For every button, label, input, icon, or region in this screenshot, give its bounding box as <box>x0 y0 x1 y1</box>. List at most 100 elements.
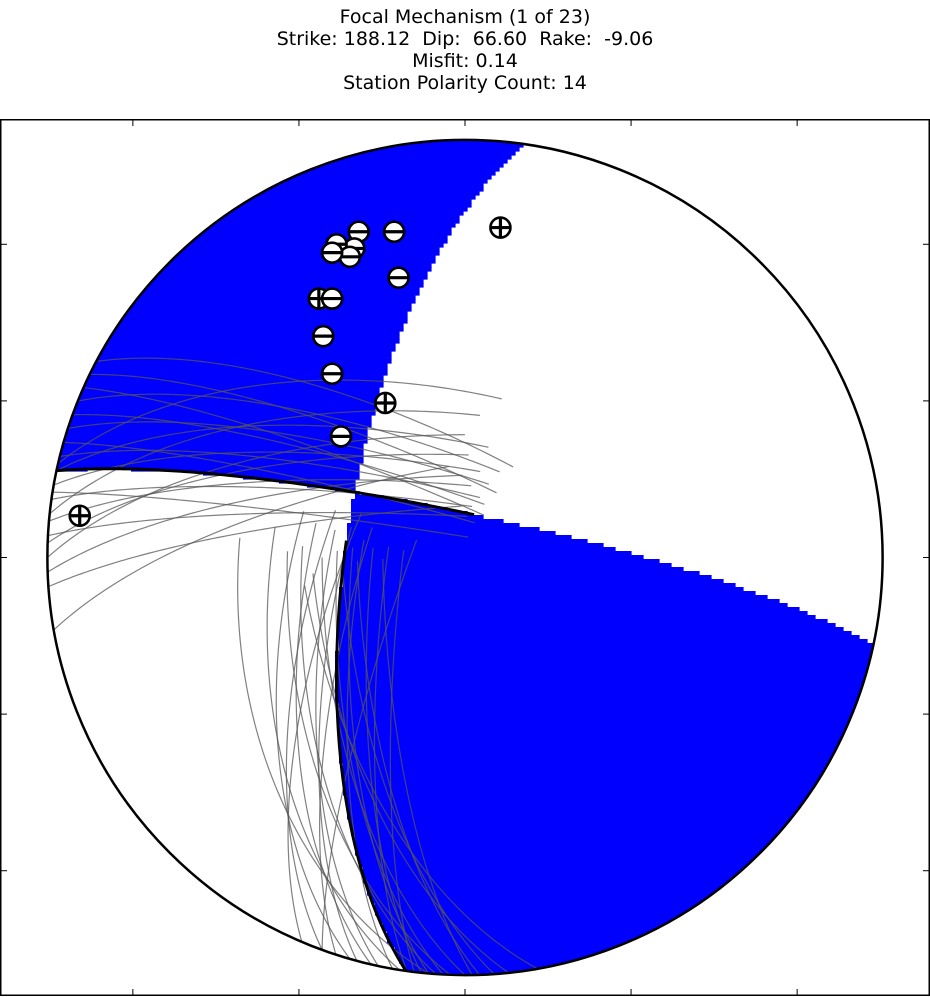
compressional-quadrant-fill <box>343 559 660 564</box>
compressional-quadrant-fill <box>59 435 368 440</box>
compressional-quadrant-fill <box>339 631 852 636</box>
compressional-quadrant-fill <box>399 139 528 144</box>
compressional-quadrant-fill <box>67 419 372 424</box>
compressional-quadrant-fill <box>275 179 488 184</box>
compressional-quadrant-fill <box>335 663 872 668</box>
compressional-quadrant-fill <box>355 495 384 500</box>
compressional-quadrant-fill <box>367 891 720 896</box>
compressional-quadrant-fill <box>83 379 384 384</box>
compressional-quadrant-fill <box>291 171 496 176</box>
compressional-quadrant-fill <box>363 875 740 880</box>
compressional-quadrant-fill <box>335 671 872 676</box>
station-compression-marker <box>68 504 92 528</box>
station-compression-marker <box>489 216 512 239</box>
alternate-plane-curve <box>47 434 466 976</box>
compressional-quadrant-fill <box>187 239 448 244</box>
compressional-quadrant-fill <box>403 963 576 968</box>
compressional-quadrant-fill <box>387 935 648 940</box>
compressional-quadrant-fill <box>167 259 436 264</box>
title-line-misfit: Misfit: 0.14 <box>412 50 518 72</box>
compressional-quadrant-fill <box>95 355 392 360</box>
compressional-quadrant-fill <box>83 375 384 380</box>
compressional-quadrant-fill <box>339 755 836 760</box>
compressional-quadrant-fill <box>355 843 776 848</box>
compressional-quadrant-fill <box>91 363 388 368</box>
compressional-quadrant-fill <box>87 367 388 372</box>
compressional-quadrant-fill <box>259 187 484 192</box>
compressional-quadrant-fill <box>343 787 820 792</box>
compressional-quadrant-fill <box>311 163 504 168</box>
compressional-quadrant-fill <box>115 319 408 324</box>
compressional-quadrant-fill <box>339 643 876 648</box>
compressional-quadrant-fill <box>375 911 692 916</box>
station-dilatation-marker <box>329 425 353 448</box>
compressional-quadrant-fill <box>343 775 824 780</box>
compressional-quadrant-fill <box>359 859 760 864</box>
compressional-quadrant-fill <box>379 915 688 920</box>
compressional-quadrant-fill <box>67 411 376 416</box>
compressional-quadrant-fill <box>347 527 540 532</box>
compressional-quadrant-fill <box>351 823 792 828</box>
compressional-quadrant-fill <box>363 879 736 884</box>
station-compression-marker <box>373 391 397 415</box>
compressional-quadrant-fill <box>323 159 508 164</box>
compressional-quadrant-fill <box>111 327 404 332</box>
compressional-quadrant-fill <box>339 727 852 732</box>
compressional-quadrant-fill <box>347 799 812 804</box>
compressional-quadrant-fill <box>79 383 384 388</box>
compressional-quadrant-fill <box>343 571 700 576</box>
compressional-quadrant-fill <box>347 539 588 544</box>
compressional-quadrant-fill <box>55 451 364 456</box>
compressional-quadrant-fill <box>343 779 824 784</box>
compressional-quadrant-fill <box>343 791 816 796</box>
compressional-quadrant-fill <box>347 803 808 808</box>
compressional-quadrant-fill <box>339 647 876 652</box>
compressional-quadrant-fill <box>351 819 796 824</box>
compressional-quadrant-fill <box>339 607 800 612</box>
beachball-outline <box>46 138 884 977</box>
compressional-quadrant-fill <box>159 267 432 272</box>
compressional-quadrant-fill <box>383 927 664 932</box>
compressional-quadrant-fill <box>355 835 780 840</box>
compressional-quadrant-fill <box>343 575 712 580</box>
compressional-quadrant-fill <box>359 855 764 860</box>
title-line-strike-dip-rake: Strike: 188.12 Dip: 66.60 Rake: -9.06 <box>276 28 654 50</box>
compressional-quadrant-fill <box>75 395 380 400</box>
compressional-quadrant-fill <box>235 203 472 208</box>
compressional-quadrant-fill <box>399 955 600 960</box>
compressional-quadrant-fill <box>339 595 768 600</box>
compressional-quadrant-fill <box>335 651 876 656</box>
compressional-quadrant-fill <box>119 315 408 320</box>
compressional-quadrant-fill <box>339 735 848 740</box>
compressional-quadrant-fill <box>151 275 428 280</box>
compressional-quadrant-fill <box>339 587 744 592</box>
compressional-quadrant-fill <box>359 147 520 152</box>
compressional-quadrant-fill <box>339 603 788 608</box>
compressional-quadrant-fill <box>335 687 868 692</box>
compressional-quadrant-fill <box>247 195 476 200</box>
compressional-quadrant-fill <box>339 703 860 708</box>
compressional-quadrant-fill <box>339 743 844 748</box>
compressional-quadrant-fill <box>283 175 492 180</box>
compressional-quadrant-fill <box>79 387 380 392</box>
compressional-quadrant-fill <box>131 467 360 472</box>
station-dilatation-marker <box>320 362 344 386</box>
compressional-quadrant-fill <box>59 447 364 452</box>
compressional-quadrant-fill <box>203 471 360 476</box>
compressional-quadrant-fill <box>347 807 804 812</box>
compressional-quadrant-fill <box>339 739 844 744</box>
compressional-quadrant-fill <box>343 763 832 768</box>
compressional-quadrant-fill <box>347 523 520 528</box>
compressional-quadrant-fill <box>279 479 356 484</box>
beachball <box>47 139 883 976</box>
compressional-quadrant-fill <box>347 535 572 540</box>
compressional-quadrant-fill <box>343 551 632 556</box>
compressional-quadrant-fill <box>347 151 516 156</box>
compressional-quadrant-fill <box>351 503 428 508</box>
compressional-quadrant-fill <box>211 219 460 224</box>
compressional-quadrant-fill <box>339 623 836 628</box>
compressional-quadrant-fill <box>339 639 868 644</box>
compressional-quadrant-fill <box>191 235 448 240</box>
compressional-quadrant-fill <box>335 659 876 664</box>
compressional-quadrant-fill <box>107 331 400 336</box>
